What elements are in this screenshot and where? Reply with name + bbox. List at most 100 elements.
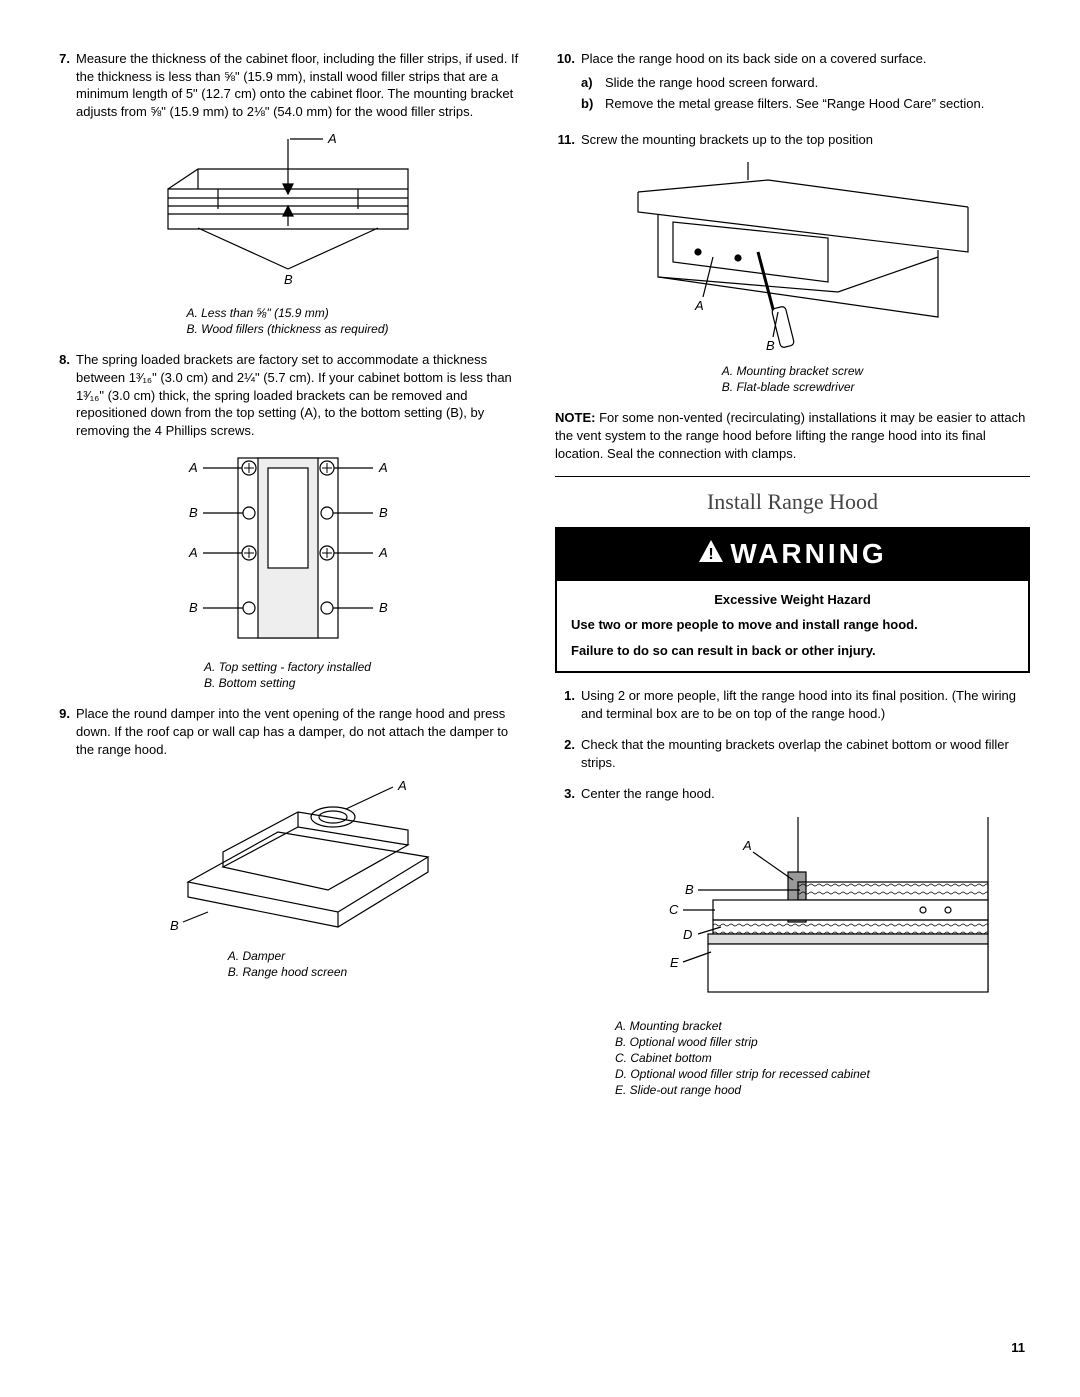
note-label: NOTE:: [555, 410, 595, 425]
fig-label: D: [683, 927, 692, 942]
fig-label: B: [189, 600, 198, 615]
svg-text:!: !: [709, 546, 714, 563]
fig-label: A: [378, 460, 388, 475]
figure-install: A B C D E: [555, 817, 1030, 1012]
figure-7-caption: A. Less than ⅝" (15.9 mm) B. Wood filler…: [50, 305, 525, 338]
figure-7: A B: [50, 134, 525, 299]
caption-line: D. Optional wood filler strip for recess…: [615, 1066, 870, 1082]
caption-line: A. Mounting bracket: [615, 1018, 870, 1034]
caption-line: A. Mounting bracket screw: [722, 363, 863, 379]
figure-9: A B: [50, 772, 525, 942]
install-step-list: 1. Using 2 or more people, lift the rang…: [555, 687, 1030, 803]
figure-9-caption: A. Damper B. Range hood screen: [50, 948, 525, 981]
right-column: 10. Place the range hood on its back sid…: [555, 50, 1030, 1113]
figure-8-caption: A. Top setting - factory installed B. Bo…: [50, 659, 525, 692]
step-text: Screw the mounting brackets up to the to…: [581, 131, 1030, 149]
fig-label-B: B: [284, 272, 293, 287]
fig-label: A: [694, 298, 704, 313]
fig-label: B: [766, 338, 775, 352]
left-column: 7. Measure the thickness of the cabinet …: [50, 50, 525, 1113]
step-text: The spring loaded brackets are factory s…: [76, 351, 525, 439]
fig-label: A: [188, 545, 198, 560]
warning-header: ! WARNING: [555, 527, 1030, 581]
note-text: For some non-vented (recirculating) inst…: [555, 410, 1025, 460]
step-number: 10.: [555, 50, 581, 117]
fig-label: E: [670, 955, 679, 970]
sub-text: Slide the range hood screen forward.: [605, 74, 818, 92]
hood-damper-diagram-icon: A B: [128, 772, 448, 937]
caption-line: A. Damper: [228, 948, 347, 964]
warning-line: Use two or more people to move and insta…: [571, 616, 1014, 634]
warning-line: Failure to do so can result in back or o…: [571, 642, 1014, 660]
fig-label: B: [685, 882, 694, 897]
caption-line: B. Wood fillers (thickness as required): [186, 321, 388, 337]
fig-label: A: [742, 838, 752, 853]
step-number: 8.: [50, 351, 76, 439]
step-number: 7.: [50, 50, 76, 120]
section-title: Install Range Hood: [555, 487, 1030, 517]
figure-8: A A B B A A B B: [50, 453, 525, 653]
step-10: 10. Place the range hood on its back sid…: [555, 50, 1030, 117]
warning-line: Excessive Weight Hazard: [571, 591, 1014, 609]
caption-line: B. Bottom setting: [204, 675, 371, 691]
step-8: 8. The spring loaded brackets are factor…: [50, 351, 525, 439]
figure-install-caption: A. Mounting bracket B. Optional wood fil…: [555, 1018, 1030, 1099]
step-11: 11. Screw the mounting brackets up to th…: [555, 131, 1030, 149]
step-text: Place the round damper into the vent ope…: [76, 705, 525, 758]
section-divider: [555, 476, 1030, 477]
sub-list: a) Slide the range hood screen forward. …: [581, 74, 1030, 113]
step-text: Measure the thickness of the cabinet flo…: [76, 50, 525, 120]
caption-line: A. Top setting - factory installed: [204, 659, 371, 675]
install-step-3: 3. Center the range hood.: [555, 785, 1030, 803]
step-number: 1.: [555, 687, 581, 722]
warning-word: WARNING: [730, 538, 886, 569]
step-number: 11.: [555, 131, 581, 149]
cabinet-floor-diagram-icon: A B: [138, 134, 438, 294]
figure-11: A B: [555, 162, 1030, 357]
caption-line: C. Cabinet bottom: [615, 1050, 870, 1066]
step-number: 3.: [555, 785, 581, 803]
fig-label: A: [188, 460, 198, 475]
fig-label: A: [397, 778, 407, 793]
step-text: Center the range hood.: [581, 785, 1030, 803]
sub-item: a) Slide the range hood screen forward.: [581, 74, 1030, 92]
step-number: 9.: [50, 705, 76, 758]
sub-item: b) Remove the metal grease filters. See …: [581, 95, 1030, 113]
step-9: 9. Place the round damper into the vent …: [50, 705, 525, 758]
fig-label: C: [669, 902, 679, 917]
warning-triangle-icon: !: [698, 539, 724, 568]
fig-label: B: [379, 600, 388, 615]
caption-line: B. Flat-blade screwdriver: [722, 379, 863, 395]
fig-label: B: [379, 505, 388, 520]
step-text: Check that the mounting brackets overlap…: [581, 736, 1030, 771]
sub-text: Remove the metal grease filters. See “Ra…: [605, 95, 984, 113]
caption-line: B. Range hood screen: [228, 964, 347, 980]
sub-letter: b): [581, 95, 605, 113]
note-paragraph: NOTE: For some non-vented (recirculating…: [555, 409, 1030, 462]
sub-letter: a): [581, 74, 605, 92]
page-number: 11: [1011, 1339, 1025, 1357]
fig-label-A: A: [327, 134, 337, 146]
left-step-list: 7. Measure the thickness of the cabinet …: [50, 50, 525, 120]
page-columns: 7. Measure the thickness of the cabinet …: [50, 50, 1030, 1113]
caption-line: E. Slide-out range hood: [615, 1082, 870, 1098]
step-number: 2.: [555, 736, 581, 771]
step-text: Using 2 or more people, lift the range h…: [581, 687, 1030, 722]
caption-line: B. Optional wood filler strip: [615, 1034, 870, 1050]
mounting-layers-diagram-icon: A B C D E: [593, 817, 993, 1007]
right-step-list: 10. Place the range hood on its back sid…: [555, 50, 1030, 148]
step-text: Place the range hood on its back side on…: [581, 51, 926, 66]
fig-label: A: [378, 545, 388, 560]
install-step-1: 1. Using 2 or more people, lift the rang…: [555, 687, 1030, 722]
left-step-list-2: 8. The spring loaded brackets are factor…: [50, 351, 525, 439]
install-step-2: 2. Check that the mounting brackets over…: [555, 736, 1030, 771]
fig-label: B: [189, 505, 198, 520]
step-7: 7. Measure the thickness of the cabinet …: [50, 50, 525, 120]
caption-line: A. Less than ⅝" (15.9 mm): [186, 305, 388, 321]
left-step-list-3: 9. Place the round damper into the vent …: [50, 705, 525, 758]
fig-label: B: [170, 918, 179, 933]
warning-box: Excessive Weight Hazard Use two or more …: [555, 581, 1030, 674]
bracket-diagram-icon: A A B B A A B B: [143, 453, 433, 648]
figure-11-caption: A. Mounting bracket screw B. Flat-blade …: [555, 363, 1030, 396]
bracket-screw-diagram-icon: A B: [608, 162, 978, 352]
